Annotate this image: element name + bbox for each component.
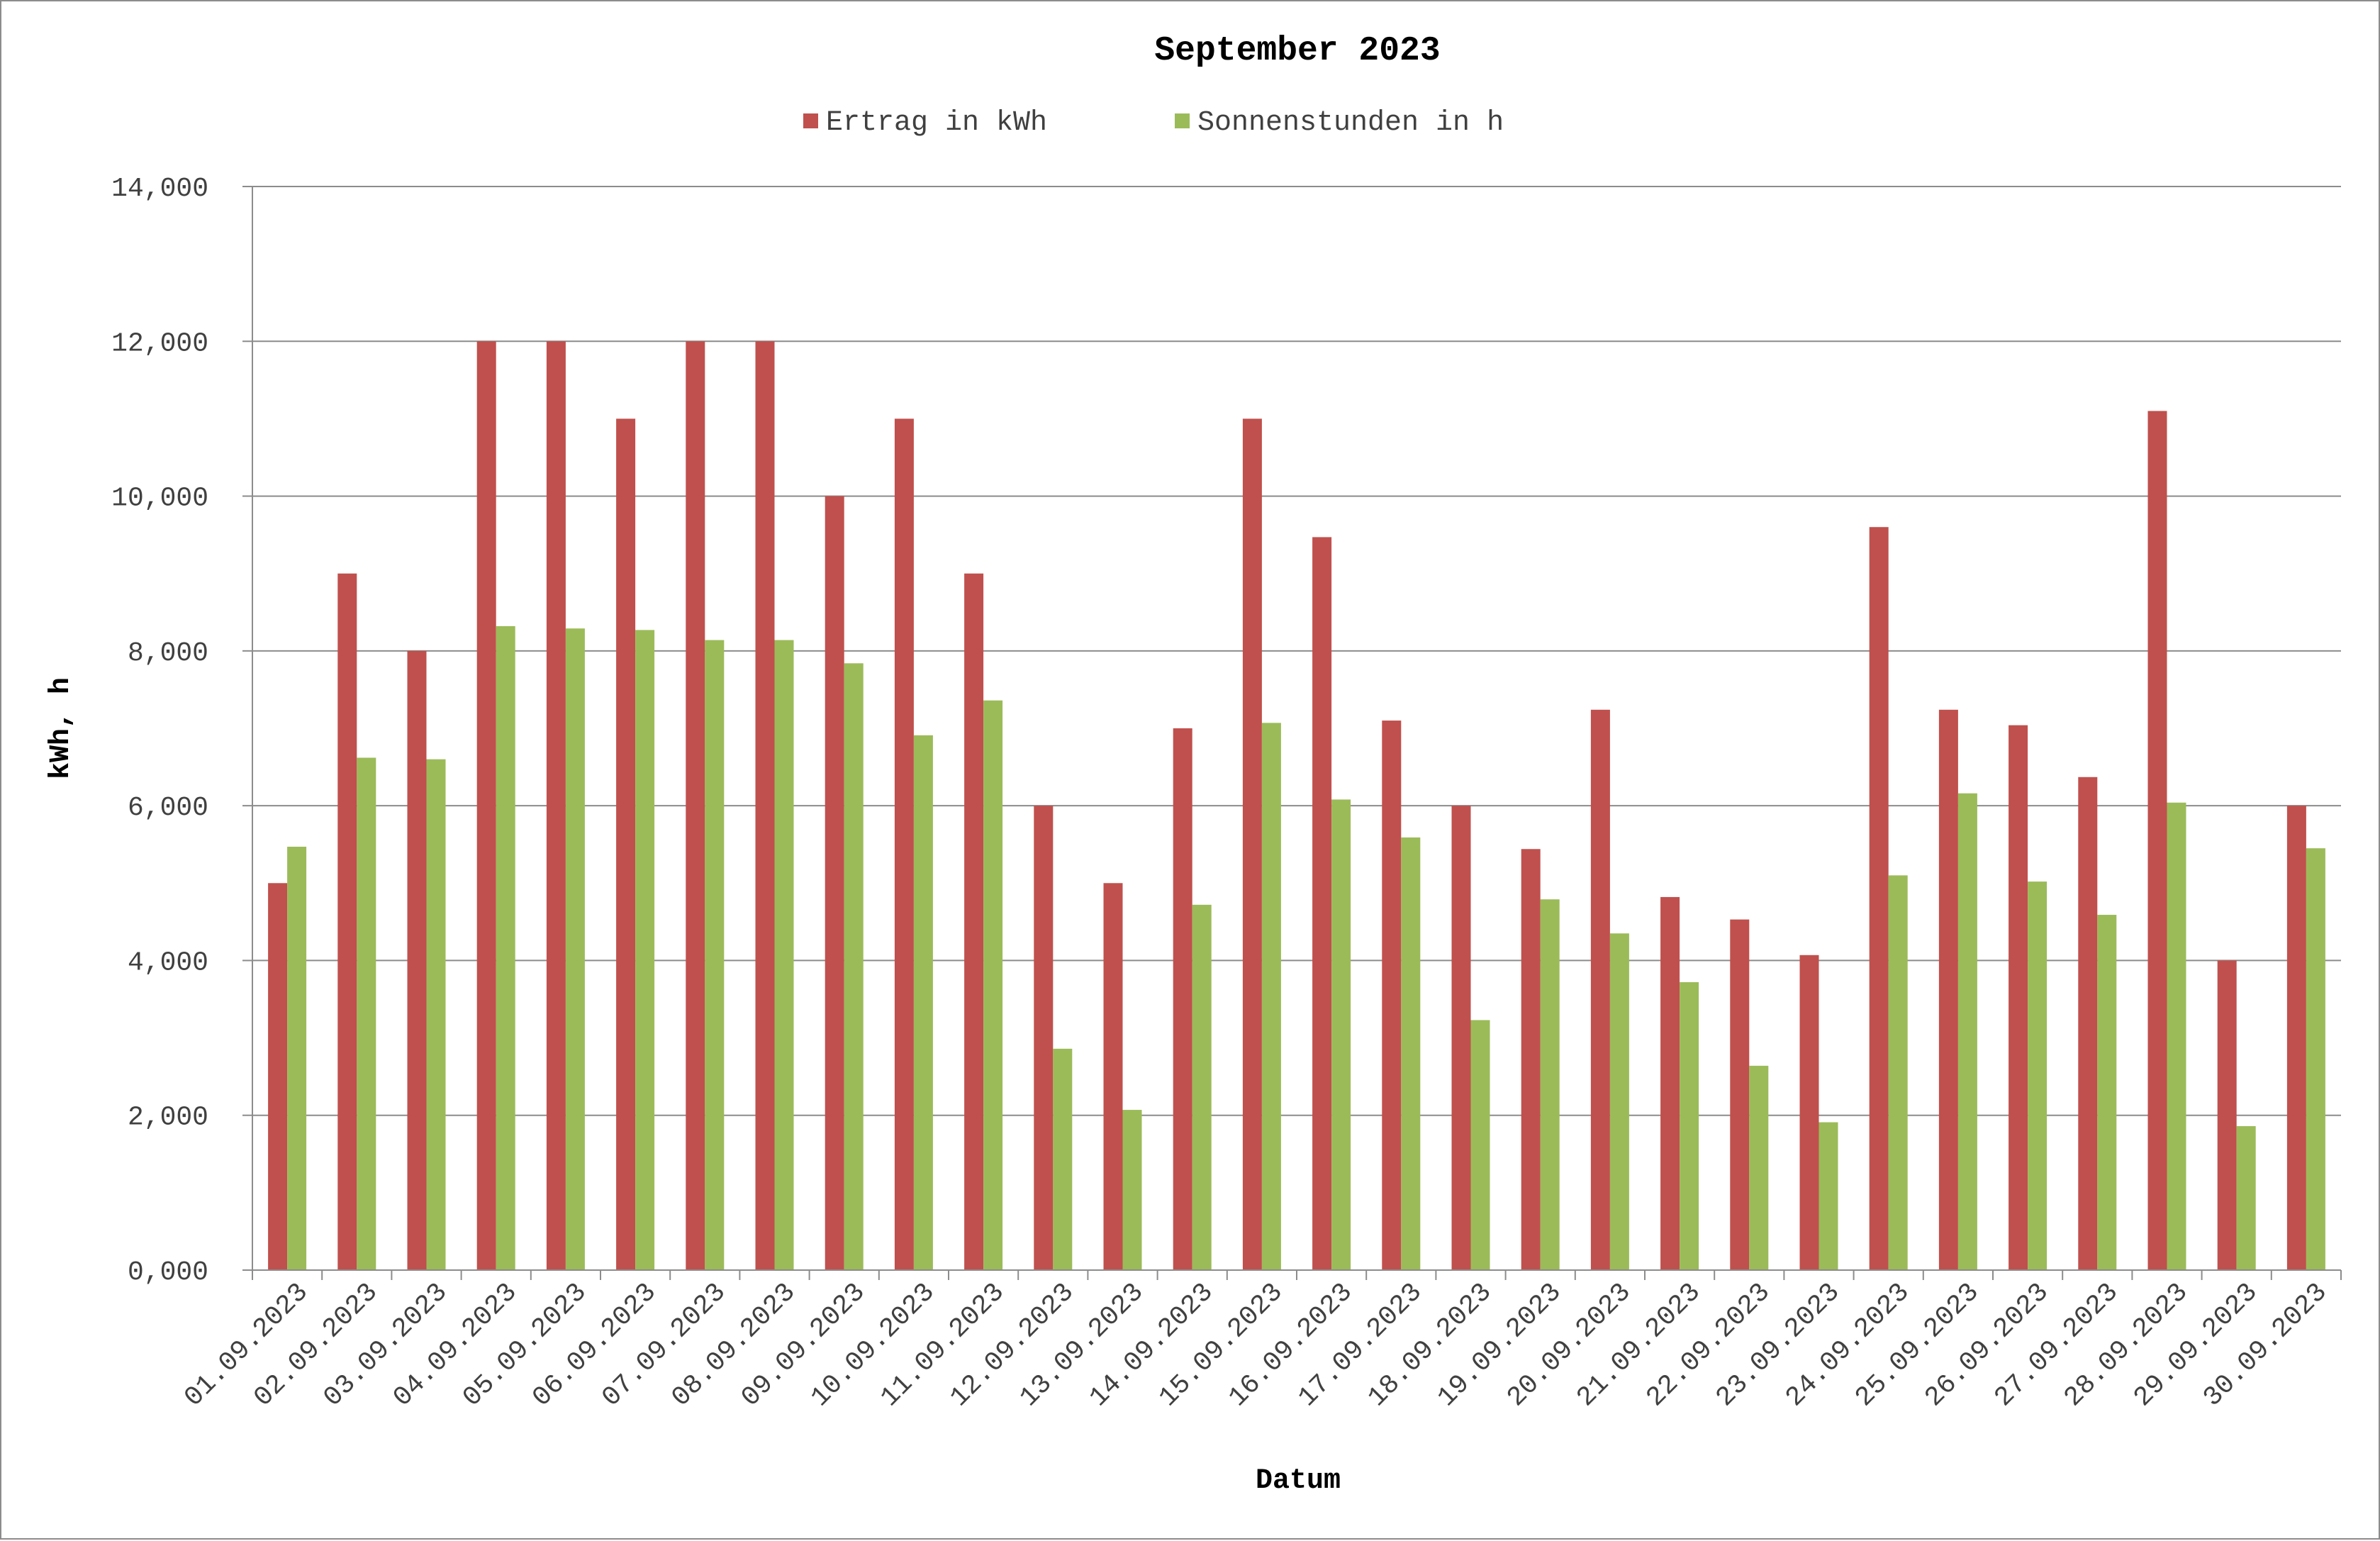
bar-ertrag <box>964 573 984 1270</box>
bar-ertrag <box>476 341 496 1271</box>
bar-sonnenstunden <box>1122 1110 1142 1270</box>
bar-ertrag <box>1034 806 1054 1270</box>
legend-label: Ertrag in kWh <box>826 107 1047 139</box>
gridlines <box>242 186 2341 1271</box>
bar-sonnenstunden <box>983 700 1003 1270</box>
y-tick-label: 10,000 <box>111 484 208 514</box>
bar-sonnenstunden <box>2097 915 2117 1270</box>
x-axis-ticks: 01.09.202302.09.202303.09.202304.09.2023… <box>179 1277 2333 1413</box>
chart-title: September 2023 <box>1154 32 1440 70</box>
bar-ertrag <box>1103 883 1123 1270</box>
bar-sonnenstunden <box>1609 933 1629 1270</box>
bar-sonnenstunden <box>2236 1125 2256 1270</box>
bar-ertrag <box>825 496 844 1270</box>
bar-sonnenstunden <box>1053 1048 1073 1270</box>
bar-ertrag <box>2147 411 2167 1270</box>
bar-sonnenstunden <box>1749 1065 1769 1270</box>
bar-sonnenstunden <box>1192 904 1212 1270</box>
bar-sonnenstunden <box>496 625 515 1270</box>
bar-ertrag <box>2009 725 2028 1270</box>
y-tick-label: 6,000 <box>128 793 208 823</box>
bar-ertrag <box>2078 777 2098 1270</box>
bar-ertrag <box>2217 960 2237 1270</box>
bar-sonnenstunden <box>426 759 446 1270</box>
bar-sonnenstunden <box>1888 875 1908 1270</box>
bar-ertrag <box>1799 955 1819 1270</box>
y-tick-label: 2,000 <box>128 1103 208 1133</box>
x-tick-label: 30.09.2023 <box>2198 1277 2334 1413</box>
bar-ertrag <box>755 341 775 1271</box>
bar-sonnenstunden <box>1331 799 1351 1270</box>
bar-sonnenstunden <box>357 757 376 1270</box>
bar-sonnenstunden <box>844 663 864 1270</box>
bar-ertrag <box>1451 806 1471 1270</box>
y-axis-ticks: 0,000 2,000 4,000 6,000 8,000 10,000 12,000 14,… <box>111 174 208 1288</box>
y-axis-title: kWh, h <box>45 677 77 779</box>
bar-ertrag <box>1382 721 1402 1270</box>
y-tick-label: 12,000 <box>111 328 208 359</box>
bar-ertrag <box>894 418 914 1270</box>
bar-sonnenstunden <box>1261 723 1281 1270</box>
legend-label: Sonnenstunden in h <box>1197 107 1504 139</box>
y-tick-label: 4,000 <box>128 947 208 978</box>
bar-sonnenstunden <box>2167 802 2186 1270</box>
bar-ertrag <box>616 418 636 1270</box>
bar-ertrag <box>337 573 357 1270</box>
bar-ertrag <box>1869 527 1889 1271</box>
bar-sonnenstunden <box>1818 1122 1838 1270</box>
bar-ertrag <box>407 650 427 1270</box>
legend: Ertrag in kWh Sonnenstunden in h <box>803 107 1504 139</box>
bar-sonnenstunden <box>1401 837 1421 1270</box>
x-axis-title: Datum <box>1256 1465 1341 1497</box>
bar-sonnenstunden <box>774 640 794 1270</box>
bar-ertrag <box>1730 919 1750 1270</box>
bar-sonnenstunden <box>635 630 655 1270</box>
bar-ertrag <box>1660 896 1680 1270</box>
y-tick-label: 0,000 <box>128 1257 208 1288</box>
legend-swatch <box>803 113 818 128</box>
bars <box>268 341 2325 1271</box>
bar-ertrag <box>546 341 566 1271</box>
bar-sonnenstunden <box>287 846 307 1270</box>
bar-ertrag <box>1590 709 1610 1270</box>
bar-sonnenstunden <box>1957 793 1977 1270</box>
bar-sonnenstunden <box>1680 981 1699 1270</box>
bar-ertrag <box>2286 806 2306 1270</box>
y-tick-label: 8,000 <box>128 638 208 669</box>
bar-ertrag <box>1312 537 1332 1270</box>
y-tick-label: 14,000 <box>111 174 208 204</box>
bar-sonnenstunden <box>1540 899 1560 1270</box>
bar-ertrag <box>686 341 705 1271</box>
bar-ertrag <box>268 883 288 1270</box>
legend-swatch <box>1175 113 1190 128</box>
bar-ertrag <box>1173 728 1192 1270</box>
bar-sonnenstunden <box>2028 881 2047 1270</box>
bar-sonnenstunden <box>565 628 585 1270</box>
bar-ertrag <box>1521 849 1541 1270</box>
axes <box>252 187 2342 1280</box>
bar-sonnenstunden <box>913 735 933 1270</box>
bar-ertrag <box>1242 418 1262 1270</box>
bar-sonnenstunden <box>2306 848 2325 1270</box>
bar-sonnenstunden <box>1470 1020 1490 1270</box>
bar-sonnenstunden <box>705 640 725 1270</box>
bar-ertrag <box>1938 709 1958 1270</box>
